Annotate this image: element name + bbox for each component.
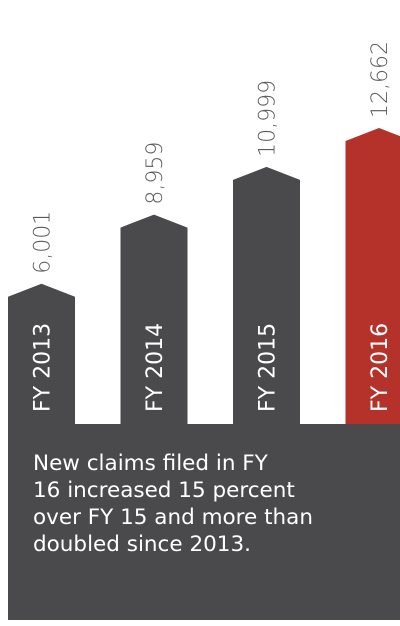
annotation: over FY 15 and more than bbox=[33, 505, 313, 530]
category-label: FY 2016 bbox=[368, 323, 393, 412]
value-label: 12,662 bbox=[368, 41, 393, 118]
bar bbox=[233, 166, 300, 424]
annotation: doubled since 2013. bbox=[33, 532, 251, 557]
category-label: FY 2013 bbox=[31, 323, 56, 412]
category-label: FY 2014 bbox=[143, 323, 168, 412]
value-label: 6,001 bbox=[31, 211, 56, 274]
annotation: New claims filed in FY bbox=[33, 451, 269, 476]
bar bbox=[345, 128, 400, 424]
value-label: 8,959 bbox=[143, 142, 168, 205]
bar bbox=[8, 283, 75, 424]
note-box bbox=[8, 424, 400, 620]
bar bbox=[120, 214, 188, 424]
value-label: 10,999 bbox=[256, 80, 281, 157]
category-label: FY 2015 bbox=[256, 323, 281, 412]
annotation: 16 increased 15 percent bbox=[33, 478, 295, 503]
